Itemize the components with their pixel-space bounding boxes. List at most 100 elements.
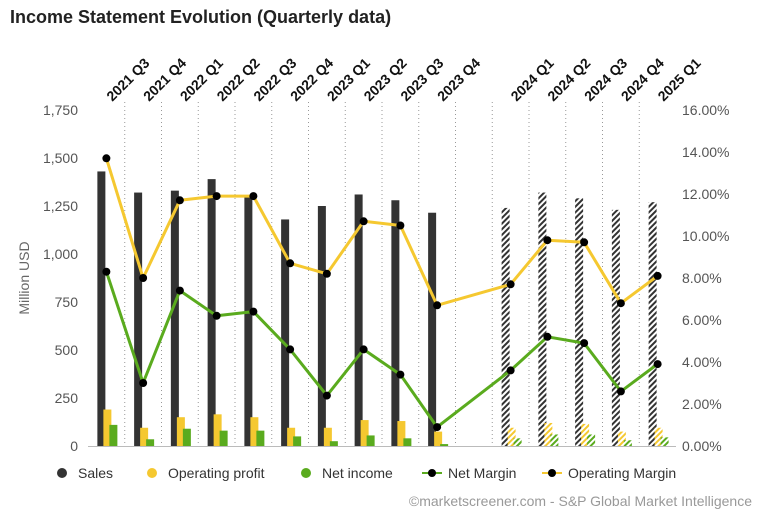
y2-axis-tick-label: 10.00%	[682, 228, 729, 244]
legend-label: Operating profit	[168, 465, 265, 481]
bar-net-income	[366, 435, 375, 446]
chart-credits: ©marketscreener.com - S&P Global Market …	[409, 493, 752, 509]
bar-net-income	[660, 437, 669, 446]
bar-operating-profit	[176, 417, 185, 446]
y2-axis-tick-label: 0.00%	[682, 438, 722, 454]
point-net-margin	[212, 311, 221, 320]
bar-net-income	[293, 436, 302, 446]
bar-sales	[611, 209, 620, 446]
y2-axis-tick-label: 4.00%	[682, 354, 722, 370]
point-net-margin	[322, 391, 331, 400]
bar-net-income	[109, 424, 118, 446]
legend-marker	[301, 468, 311, 478]
point-operating-margin	[102, 154, 111, 163]
bar-sales	[244, 196, 253, 446]
bar-operating-profit	[617, 431, 626, 446]
point-operating-margin	[139, 274, 148, 282]
point-net-margin	[433, 423, 442, 432]
bar-net-income	[623, 440, 632, 446]
y-axis-tick-label: 1,750	[43, 102, 78, 118]
bar-operating-profit	[397, 421, 406, 446]
y2-axis-tick-label: 16.00%	[682, 102, 729, 118]
bar-net-income	[329, 441, 338, 446]
bar-net-income	[440, 444, 449, 446]
bar-operating-profit	[213, 414, 222, 446]
point-operating-margin	[506, 280, 515, 289]
point-operating-margin	[249, 192, 258, 201]
point-operating-margin	[653, 271, 662, 280]
point-operating-margin	[396, 221, 405, 230]
y2-axis-tick-label: 6.00%	[682, 312, 722, 328]
grid-layer	[124, 102, 640, 446]
bar-operating-profit	[287, 427, 296, 446]
point-operating-margin	[212, 192, 221, 201]
y2-axis-tick-label: 14.00%	[682, 144, 729, 160]
y-axis-tick-label: 1,000	[43, 246, 78, 262]
point-net-margin	[286, 345, 295, 354]
bar-sales	[281, 219, 290, 446]
legend-marker	[548, 469, 556, 477]
bar-sales	[501, 207, 510, 446]
y-axis-tick-label: 500	[55, 342, 79, 358]
y-axis-tick-label: 1,250	[43, 198, 78, 214]
legend-marker	[428, 469, 436, 477]
point-operating-margin	[322, 269, 331, 278]
legend-layer: Sales Operating profit Net income Net Margi…	[57, 465, 676, 481]
point-net-margin	[396, 370, 405, 379]
point-operating-margin	[616, 299, 625, 308]
y-axis-title: Million USD	[16, 241, 32, 314]
point-net-margin	[580, 339, 589, 348]
bar-sales	[391, 200, 400, 446]
y-axis-tick-label: 0	[70, 438, 78, 454]
y-axis-tick-label: 250	[55, 390, 79, 406]
point-operating-margin	[175, 196, 184, 205]
point-operating-margin	[580, 238, 589, 247]
point-net-margin	[102, 267, 111, 276]
point-net-margin	[249, 307, 258, 316]
point-operating-margin	[359, 217, 368, 226]
point-net-margin	[543, 332, 552, 341]
point-net-margin	[139, 379, 148, 387]
bar-operating-profit	[360, 420, 369, 446]
point-net-margin	[506, 366, 515, 375]
point-net-margin	[616, 387, 625, 396]
bar-sales	[428, 212, 437, 446]
bar-operating-profit	[250, 417, 259, 446]
bar-operating-profit	[507, 427, 516, 446]
legend-marker	[57, 468, 67, 478]
legend-label: Operating Margin	[568, 465, 676, 481]
bar-sales	[97, 171, 106, 446]
bar-net-income	[219, 430, 228, 446]
bar-operating-profit	[103, 409, 112, 446]
bar-net-income	[513, 438, 522, 446]
bar-operating-profit	[140, 427, 149, 446]
point-net-margin	[175, 286, 184, 295]
bar-sales	[648, 202, 657, 446]
chart-title: Income Statement Evolution (Quarterly da…	[10, 7, 392, 27]
y2-axis-tick-label: 2.00%	[682, 396, 722, 412]
bar-net-income	[182, 428, 191, 446]
bar-operating-profit	[654, 427, 663, 446]
legend-label: Net income	[322, 465, 393, 481]
bar-net-income	[146, 439, 155, 446]
bar-sales	[317, 206, 326, 446]
legend-label: Sales	[78, 465, 113, 481]
point-operating-margin	[286, 259, 295, 268]
bars-layer	[97, 171, 669, 446]
point-operating-margin	[543, 236, 552, 245]
bar-net-income	[587, 434, 596, 446]
point-net-margin	[653, 360, 662, 369]
legend-label: Net Margin	[448, 465, 516, 481]
bar-sales	[538, 192, 547, 446]
y2-axis-tick-label: 8.00%	[682, 270, 722, 286]
bar-net-income	[403, 438, 412, 446]
point-net-margin	[359, 345, 368, 354]
bar-operating-profit	[544, 422, 553, 446]
y-axis-tick-label: 750	[55, 294, 79, 310]
bar-operating-profit	[323, 427, 332, 446]
bar-sales	[575, 198, 584, 446]
line-operating-margin	[104, 157, 659, 307]
y2-axis-tick-label: 12.00%	[682, 186, 729, 202]
bar-sales	[134, 192, 143, 446]
